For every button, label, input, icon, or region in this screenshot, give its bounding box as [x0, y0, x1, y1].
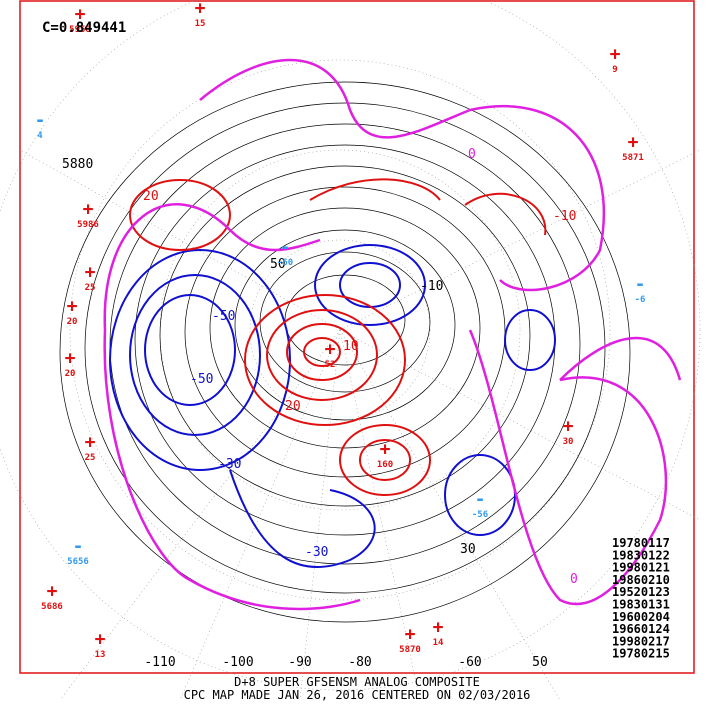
center-value: 52: [325, 360, 336, 370]
center-sign: +: [83, 199, 94, 220]
center-sign: +: [195, 0, 206, 19]
center-value: 20: [65, 369, 76, 379]
center-value: 9: [612, 65, 617, 75]
center-value: 13: [95, 650, 106, 660]
longitude-label: -100: [222, 655, 253, 670]
positive-anomaly-contours: [129, 178, 547, 496]
center-value: -60: [277, 258, 293, 268]
center-sign: +: [610, 44, 621, 65]
center-value: 25: [85, 453, 96, 463]
center-sign: -: [73, 536, 84, 557]
analog-date: 19520123: [612, 585, 670, 599]
contour-label: -50: [212, 309, 235, 324]
center-value: 5986: [77, 220, 99, 230]
analog-date: 19980217: [612, 634, 670, 648]
center-sign: -: [635, 274, 646, 295]
longitude-label: -80: [348, 655, 371, 670]
contour-label: -30: [218, 457, 241, 472]
center-sign: +: [65, 348, 76, 369]
center-value: -56: [472, 510, 488, 520]
analog-date: 19830131: [612, 598, 670, 612]
lat-lon-grid: [0, 0, 701, 701]
analog-date: 19860210: [612, 573, 670, 587]
center-value: 20: [67, 317, 78, 327]
contour-label: 20: [143, 189, 159, 204]
contour-label: -10: [420, 279, 443, 294]
center-sign: -: [475, 489, 486, 510]
center-sign: +: [67, 296, 78, 317]
center-sign: +: [95, 629, 106, 650]
footer-line2: CPC MAP MADE JAN 26, 2016 CENTERED ON 02…: [184, 688, 531, 702]
center-value: 5958: [69, 25, 91, 35]
center-value: 5871: [622, 153, 644, 163]
contour-label: 20: [285, 399, 301, 414]
correlation: C=0.849441: [42, 20, 126, 36]
contour-label: 50: [270, 257, 286, 272]
center-value: 5656: [67, 557, 89, 567]
contour-label: -50: [190, 372, 213, 387]
center-value: 15: [195, 19, 206, 29]
center-sign: +: [47, 581, 58, 602]
analog-date: 19780215: [612, 647, 670, 661]
center-sign: -: [35, 110, 46, 131]
center-value: 30: [563, 437, 574, 447]
center-sign: +: [75, 4, 86, 25]
contour-label: 10: [343, 339, 359, 354]
contour-label: 0: [570, 572, 578, 587]
center-sign: +: [563, 416, 574, 437]
map-frame: [19, 0, 695, 674]
analog-date: 19980121: [612, 561, 670, 575]
footer-line1: D+8 SUPER GFSENSM ANALOG COMPOSITE: [234, 675, 480, 689]
center-sign: +: [433, 617, 444, 638]
center-value: 14: [433, 638, 444, 648]
negative-anomaly-contours: [109, 244, 556, 569]
center-sign: +: [405, 624, 416, 645]
center-value: 25: [85, 283, 96, 293]
longitude-label: 50: [532, 655, 548, 670]
zero-contours: [103, 58, 682, 611]
longitude-label: -60: [458, 655, 481, 670]
center-sign: +: [325, 339, 336, 360]
analog-date: 19830122: [612, 548, 670, 562]
analog-date: 19600204: [612, 610, 670, 624]
contour-label: 0: [468, 147, 476, 162]
contour-label: 30: [460, 542, 476, 557]
longitude-label: -110: [144, 655, 175, 670]
center-sign: +: [380, 439, 391, 460]
center-value: 4: [37, 131, 43, 141]
center-value: 5870: [399, 645, 421, 655]
center-sign: +: [628, 132, 639, 153]
analog-date: 19780117: [612, 536, 670, 550]
center-sign: -: [280, 237, 291, 258]
height-label: 5880: [62, 157, 93, 172]
analog-date: 19660124: [612, 622, 670, 636]
center-sign: +: [85, 262, 96, 283]
center-sign: +: [85, 432, 96, 453]
center-value: 160: [377, 460, 393, 470]
center-value: -6: [635, 295, 646, 305]
contour-label: -30: [305, 545, 328, 560]
contour-label: -10: [553, 209, 576, 224]
center-value: 5686: [41, 602, 63, 612]
longitude-label: -90: [288, 655, 311, 670]
